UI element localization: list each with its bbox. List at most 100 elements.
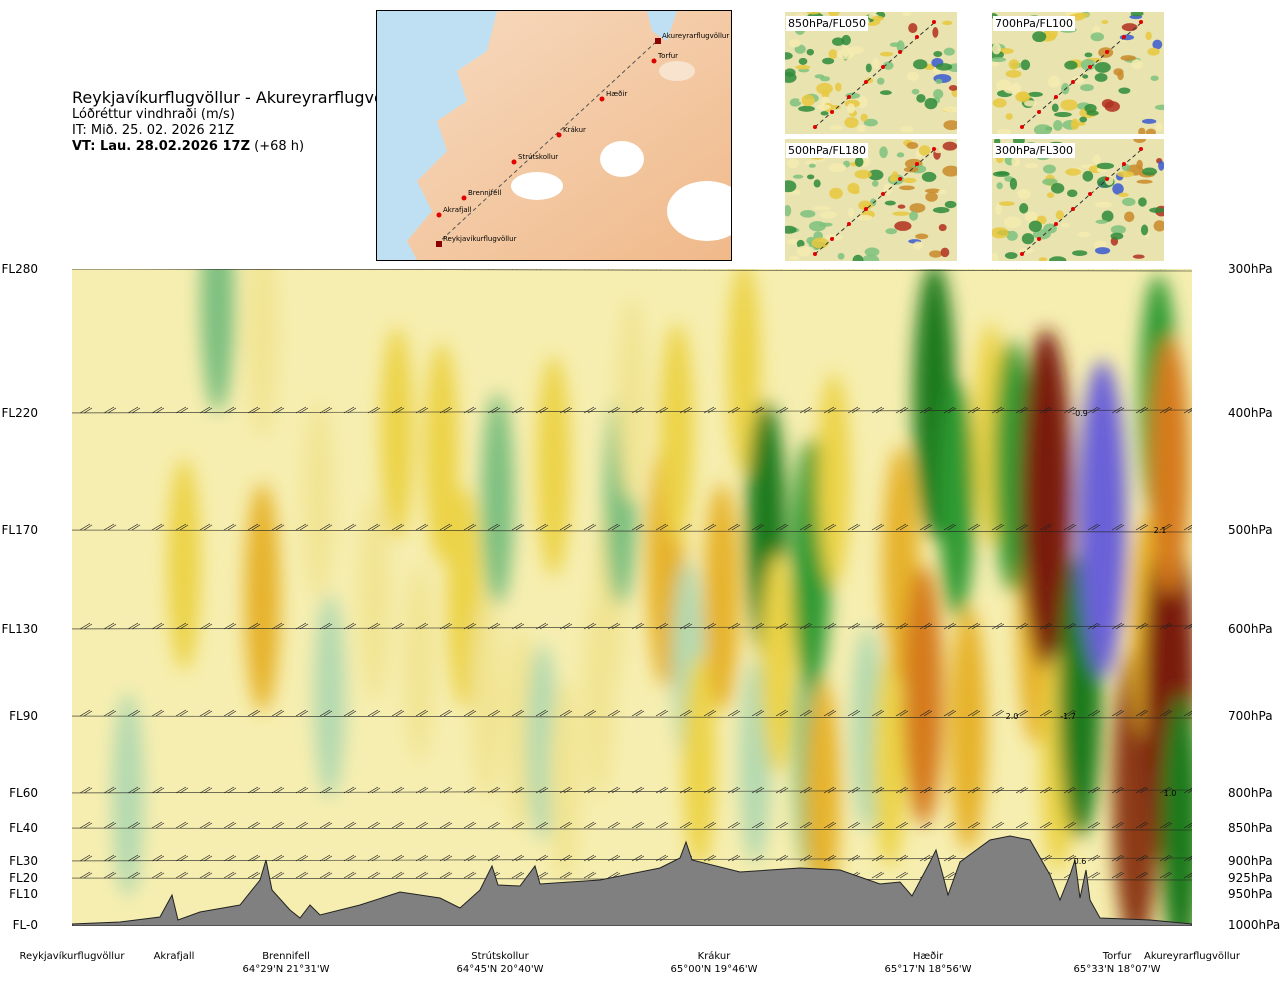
wind-barb <box>535 821 549 829</box>
wind-barb <box>1111 406 1125 414</box>
level-map-cell <box>1154 104 1164 111</box>
level-map-cell <box>1138 127 1146 134</box>
wind-barb <box>1063 821 1077 829</box>
level-map-cell <box>846 103 855 114</box>
level-map-cell <box>785 180 797 193</box>
level-map-cell <box>1094 61 1111 73</box>
wind-barb <box>271 786 285 794</box>
wind-barb <box>583 523 597 531</box>
level-map-cell <box>1132 254 1145 259</box>
wind-barb <box>655 854 669 862</box>
wind-barb <box>895 854 909 862</box>
wind-barb <box>775 622 789 630</box>
pressure-level-label: 950hPa <box>1228 887 1273 901</box>
wind-barb <box>223 786 237 794</box>
wind-barb <box>751 709 765 717</box>
route-point-label: Hæðir <box>606 90 627 98</box>
route-point-label: Reykjavíkurflugvöllur <box>443 235 517 243</box>
wind-barb <box>1039 523 1053 531</box>
wind-barb <box>127 854 141 862</box>
wind-barb <box>439 709 453 717</box>
level-map-route-point <box>898 177 902 181</box>
level-map-cell <box>943 120 957 131</box>
waypoint-name: Strútskollur <box>471 951 529 962</box>
level-map-cell <box>884 200 896 206</box>
wind-barb <box>1040 269 1045 270</box>
wind-barb <box>487 523 501 531</box>
pressure-level-label: 800hPa <box>1228 786 1273 800</box>
level-map-cell <box>1055 210 1064 220</box>
wind-barb <box>199 523 213 531</box>
level-map-cell <box>1094 247 1111 255</box>
level-map-cell <box>788 255 800 261</box>
wind-barb <box>1087 523 1101 531</box>
level-map-cell <box>863 118 878 127</box>
flight-level-label: FL60 <box>9 786 38 800</box>
wind-barb <box>1135 709 1149 717</box>
level-map-cell <box>1110 225 1126 235</box>
wind-barb <box>679 523 693 531</box>
wind-barb <box>319 709 333 717</box>
wind-cell <box>704 483 740 712</box>
valid-time-date: VT: Lau. 28.02.2026 17Z <box>72 139 251 154</box>
wind-barb <box>415 622 429 630</box>
wind-barb <box>607 854 621 862</box>
wind-cell <box>470 594 503 799</box>
wind-barb <box>79 709 93 717</box>
level-map-route-point <box>813 125 817 129</box>
level-map-cell <box>1082 74 1089 79</box>
wind-barb <box>487 821 501 829</box>
wind-barb <box>463 854 477 862</box>
pressure-level-label: 1000hPa <box>1228 918 1280 932</box>
wind-barb <box>488 269 493 270</box>
waypoint-label: Hæðir 65°17'N 18°56'W <box>885 950 972 976</box>
level-map-cell <box>1101 210 1114 222</box>
waypoint-label: Strútskollur 64°45'N 20°40'W <box>457 950 544 976</box>
route-map-svg: Reykjavíkurflugvöllur Akrafjall Brennifell… <box>377 11 731 260</box>
wind-cell <box>1160 693 1192 926</box>
wind-barb <box>1159 871 1173 879</box>
level-map-cell <box>818 222 833 227</box>
level-map-cell <box>899 185 915 191</box>
level-map-cell <box>883 61 894 70</box>
wind-barb <box>559 821 573 829</box>
wind-barb <box>416 269 421 270</box>
pressure-level-label: 925hPa <box>1228 871 1273 885</box>
wind-cell <box>949 606 987 851</box>
wind-cell <box>313 594 346 799</box>
wind-barb <box>343 622 357 630</box>
level-map-cell <box>992 98 1007 108</box>
wind-barb <box>223 821 237 829</box>
level-map-cell <box>860 113 868 122</box>
wind-barb <box>991 406 1005 414</box>
wind-barb <box>1087 622 1101 630</box>
barb-level-line <box>72 269 1192 272</box>
wind-barb <box>1159 622 1173 630</box>
wind-barb <box>871 406 885 414</box>
level-map-cell <box>851 189 860 195</box>
wind-barb <box>199 821 213 829</box>
wind-barb <box>1063 786 1077 794</box>
wind-barb <box>367 854 381 862</box>
level-map-cell <box>911 88 920 95</box>
wind-barb <box>775 786 789 794</box>
wind-barb <box>175 871 189 879</box>
level-map-cell <box>1011 156 1020 167</box>
wind-barb <box>992 269 997 270</box>
wind-barb <box>295 871 309 879</box>
level-map-route-point <box>932 20 936 24</box>
wind-barb <box>415 854 429 862</box>
level-map-cell <box>925 192 938 202</box>
wind-barb <box>295 406 309 414</box>
wind-barb <box>895 406 909 414</box>
wind-barb <box>1183 407 1192 414</box>
wind-cell <box>760 553 795 774</box>
level-map-route-point <box>915 162 919 166</box>
wind-barb <box>991 622 1005 630</box>
level-map-route-point <box>932 147 936 151</box>
wind-barb <box>823 709 837 717</box>
wind-barb <box>631 709 645 717</box>
wind-barb <box>1039 786 1053 794</box>
waypoint-label: Brennifell 64°29'N 21°31'W <box>243 950 330 976</box>
level-map-route-point <box>813 252 817 256</box>
